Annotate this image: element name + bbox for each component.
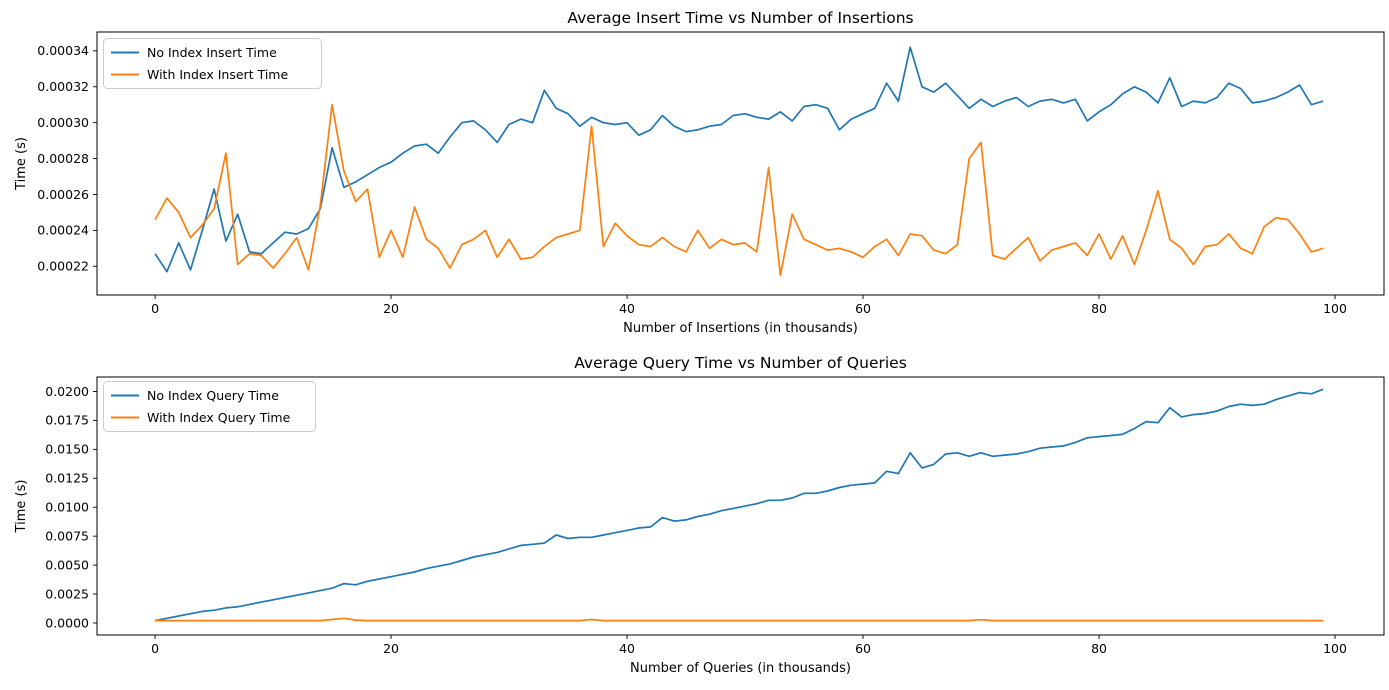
legend: No Index Query Time With Index Query Tim… <box>103 381 316 432</box>
y-tick-label: 0.0100 <box>45 500 89 515</box>
x-tick-label: 60 <box>855 301 871 316</box>
x-tick-label: 0 <box>151 301 159 316</box>
series-lines <box>154 388 1324 622</box>
y-tick-label: 0.0175 <box>45 413 89 428</box>
y-tick-label: 0.0150 <box>45 442 89 457</box>
y-tick-label: 0.0000 <box>45 615 89 630</box>
chart-title: Average Query Time vs Number of Queries <box>574 354 907 372</box>
series-lines <box>154 46 1324 277</box>
plot-area <box>96 376 1385 636</box>
y-tick-label: 0.0075 <box>45 528 89 543</box>
y-axis-label: Time (s) <box>14 480 29 534</box>
legend-box <box>103 38 322 89</box>
x-tick-label: 40 <box>619 301 635 316</box>
y-tick-label: 0.00032 <box>37 79 89 94</box>
plot-area <box>96 31 1385 296</box>
x-axis-label: Number of Insertions (in thousands) <box>623 321 858 336</box>
legend-label-with-index: With Index Query Time <box>147 410 291 425</box>
y-tick-label: 0.00030 <box>37 115 89 130</box>
legend-label-with-index: With Index Insert Time <box>147 67 288 82</box>
legend: No Index Insert Time With Index Insert T… <box>103 38 322 89</box>
x-tick-label: 20 <box>383 301 399 316</box>
legend-label-no-index: No Index Query Time <box>147 388 279 403</box>
y-tick-label: 0.0025 <box>45 586 89 601</box>
y-tick-label: 0.0200 <box>45 384 89 399</box>
legend-box <box>103 381 316 432</box>
x-tick-label: 20 <box>383 641 399 656</box>
y-tick-label: 0.0125 <box>45 471 89 486</box>
axis-ticks: 0 20 40 60 80 100 0.0000 0.0025 0.0050 0.0075 0.01… <box>45 384 1347 656</box>
legend-label-no-index: No Index Insert Time <box>147 45 277 60</box>
axis-ticks: 0 20 40 60 80 100 0.00022 0.00024 0.00026 0.00028… <box>37 43 1347 316</box>
x-tick-label: 100 <box>1323 301 1347 316</box>
series-line-with_index <box>155 617 1324 622</box>
x-tick-label: 100 <box>1323 641 1347 656</box>
y-tick-label: 0.00024 <box>37 223 89 238</box>
series-line-no_index <box>154 388 1324 622</box>
y-tick-label: 0.00026 <box>37 187 89 202</box>
x-tick-label: 80 <box>1091 301 1107 316</box>
series-line-with_index <box>154 103 1324 277</box>
x-tick-label: 80 <box>1091 641 1107 656</box>
x-tick-label: 60 <box>855 641 871 656</box>
y-tick-label: 0.00022 <box>37 259 89 274</box>
insert-time-chart: Average Insert Time vs Number of Inserti… <box>14 9 1385 336</box>
x-axis-label: Number of Queries (in thousands) <box>630 661 851 676</box>
y-tick-label: 0.0050 <box>45 557 89 572</box>
y-tick-label: 0.00028 <box>37 151 89 166</box>
y-tick-label: 0.00034 <box>37 43 89 58</box>
chart-title: Average Insert Time vs Number of Inserti… <box>567 9 913 27</box>
x-tick-label: 40 <box>619 641 635 656</box>
y-axis-label: Time (s) <box>14 137 29 191</box>
x-tick-label: 0 <box>151 641 159 656</box>
query-time-chart: Average Query Time vs Number of Queries … <box>14 354 1385 676</box>
